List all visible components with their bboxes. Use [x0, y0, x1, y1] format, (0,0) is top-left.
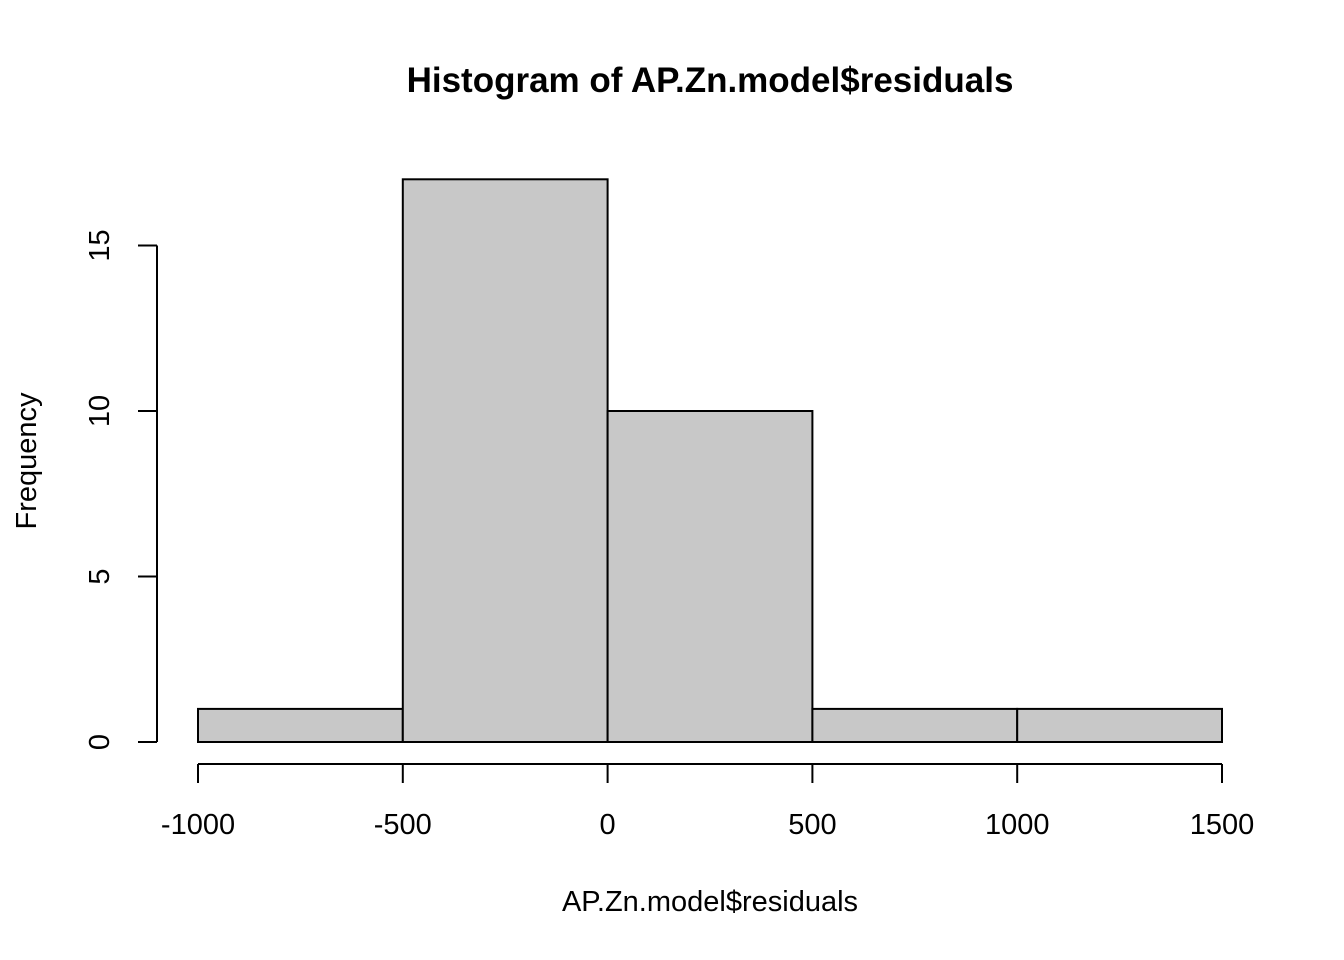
histogram-bar-4 [1016, 707, 1224, 744]
y-tick-label-1: 5 [84, 568, 116, 584]
histogram-bars [197, 178, 1224, 744]
y-axis: 0 5 10 15 [84, 229, 158, 750]
histogram-bar-2 [606, 410, 814, 743]
y-tick-label-2: 10 [84, 395, 116, 427]
histogram-bar-1 [401, 178, 609, 744]
histogram-bar-0 [197, 707, 404, 744]
x-tick-label-1: -500 [374, 809, 432, 841]
x-tick-label-2: 0 [600, 809, 616, 841]
chart-title: Histogram of AP.Zn.model$residuals [407, 61, 1014, 100]
y-axis-label: Frequency [11, 392, 43, 530]
y-tick-label-3: 15 [84, 229, 116, 261]
y-tick-label-0: 0 [84, 734, 116, 750]
x-tick-label-0: -1000 [161, 809, 235, 841]
x-tick-label-4: 1000 [985, 809, 1050, 841]
x-axis: -1000 -500 0 500 1000 1500 [161, 763, 1255, 841]
histogram-bar-3 [811, 707, 1019, 744]
x-tick-label-5: 1500 [1190, 809, 1255, 841]
x-tick-label-3: 500 [788, 809, 836, 841]
x-axis-label: AP.Zn.model$residuals [562, 886, 858, 918]
